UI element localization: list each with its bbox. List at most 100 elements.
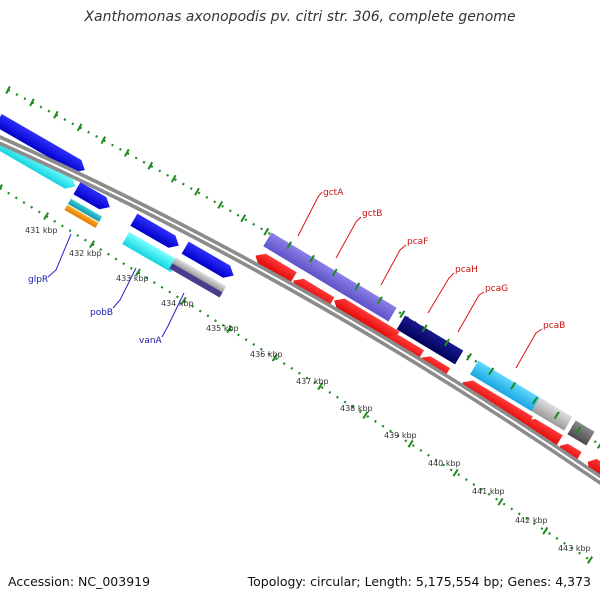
arc-tick [263,227,270,236]
map-title: Xanthomonas axonopodis pv. citri str. 30… [84,9,516,25]
arc-tick [286,241,293,250]
gene-feature [255,253,297,285]
tick-label: 441 kbp [472,487,505,496]
callout-lines [47,191,543,369]
arc-tick [452,468,459,477]
arc-tick [466,352,473,361]
gene-label-pobB: pobB [90,308,113,318]
callout-line [335,216,362,259]
gene-feature [64,204,99,228]
callout-line [515,328,543,369]
tick-label: 437 kbp [296,377,329,386]
tick-label: 443 kbp [558,544,591,553]
gene-label-pcaF: pcaF [407,237,428,247]
gene-feature [0,114,85,173]
tick-label: 438 kbp [340,404,373,413]
arc-tick [399,310,406,319]
arc-tick [134,268,141,277]
arc-tick [53,110,59,119]
gene-feature [567,420,595,446]
tick-label: 433 kbp [116,274,149,283]
arc-tick [510,381,517,390]
gene-feature [122,231,178,273]
callout-line [161,292,185,338]
arc-tick [586,556,594,564]
arc-tick [317,382,324,391]
gene-feature [67,198,103,222]
gene-feature [73,182,110,210]
gene-label-gctA: gctA [323,188,344,198]
arc-tick [194,187,200,196]
arc-tick [376,296,383,305]
gene-feature [524,418,563,448]
arc-tick [124,148,130,157]
arc-tick [0,184,3,190]
gene-feature [334,298,400,344]
gene-label-glpR: glpR [28,275,48,285]
outer-dotted-arc [7,89,600,446]
callout-line [457,291,485,333]
arc-tick [488,367,495,376]
arc-tick [271,353,278,362]
gene-feature [559,443,582,463]
gene-feature [263,232,397,322]
gene-feature [181,241,234,278]
tick-label: 435 kbp [206,324,239,333]
tick-labels: 431 kbp 432 kbp 433 kbp 434 kbp 435 kbp … [25,226,591,553]
arc-tick [240,214,247,223]
arc-tick [309,254,315,263]
gene-feature [531,397,573,431]
gene-feature [130,213,179,248]
gene-labels: glpR pobB vanA gctA gctB pcaF pcaH pcaG … [28,188,565,346]
gene-label-pcaG: pcaG [485,284,508,294]
arc-tick [29,98,35,107]
callout-line [297,191,323,237]
backbone-inner [0,141,600,486]
arc-tick [76,123,83,132]
arc-tick [170,174,177,183]
callout-line [47,233,72,278]
arc-tick [43,212,50,220]
arc-tick [596,443,600,449]
gene-feature [462,380,533,429]
tick-label: 431 kbp [25,226,58,235]
callout-line [427,272,455,314]
gene-feature [470,360,540,412]
gene-feature [172,257,227,293]
arc-tick [531,396,539,405]
gene-label-vanA: vanA [139,336,163,346]
arc-tick [407,439,414,448]
tick-label: 436 kbp [250,350,283,359]
gene-label-pcaH: pcaH [455,265,478,275]
accession-text: Accession: NC_003919 [8,574,151,589]
gene-features [0,114,600,481]
arc-tick [331,268,338,277]
callout-line [112,267,137,309]
arc-tick [5,85,11,95]
tick-label: 432 kbp [69,249,102,258]
arc-tick [553,411,560,420]
arc-tick [100,136,107,145]
arc-tick [89,240,96,249]
gene-label-gctB: gctB [362,209,382,219]
arc-tick [217,200,224,209]
tick-label: 442 kbp [515,516,548,525]
arc-tick [180,296,187,305]
callout-line [380,244,407,286]
arc-tick [421,324,428,333]
gene-feature [169,263,223,298]
arc-tick [575,426,582,434]
arc-tick [497,497,504,506]
backbone-gap [0,139,600,481]
gene-feature [396,315,464,365]
arc-ticks [0,85,600,564]
tick-label: 434 kbp [161,299,194,308]
arc-tick [443,338,450,347]
arc-tick [354,282,361,291]
tick-label: 440 kbp [428,459,461,468]
arc-tick [542,526,549,535]
backbone-outer [0,135,600,480]
tick-label: 439 kbp [384,431,417,440]
arc-tick [362,411,369,419]
